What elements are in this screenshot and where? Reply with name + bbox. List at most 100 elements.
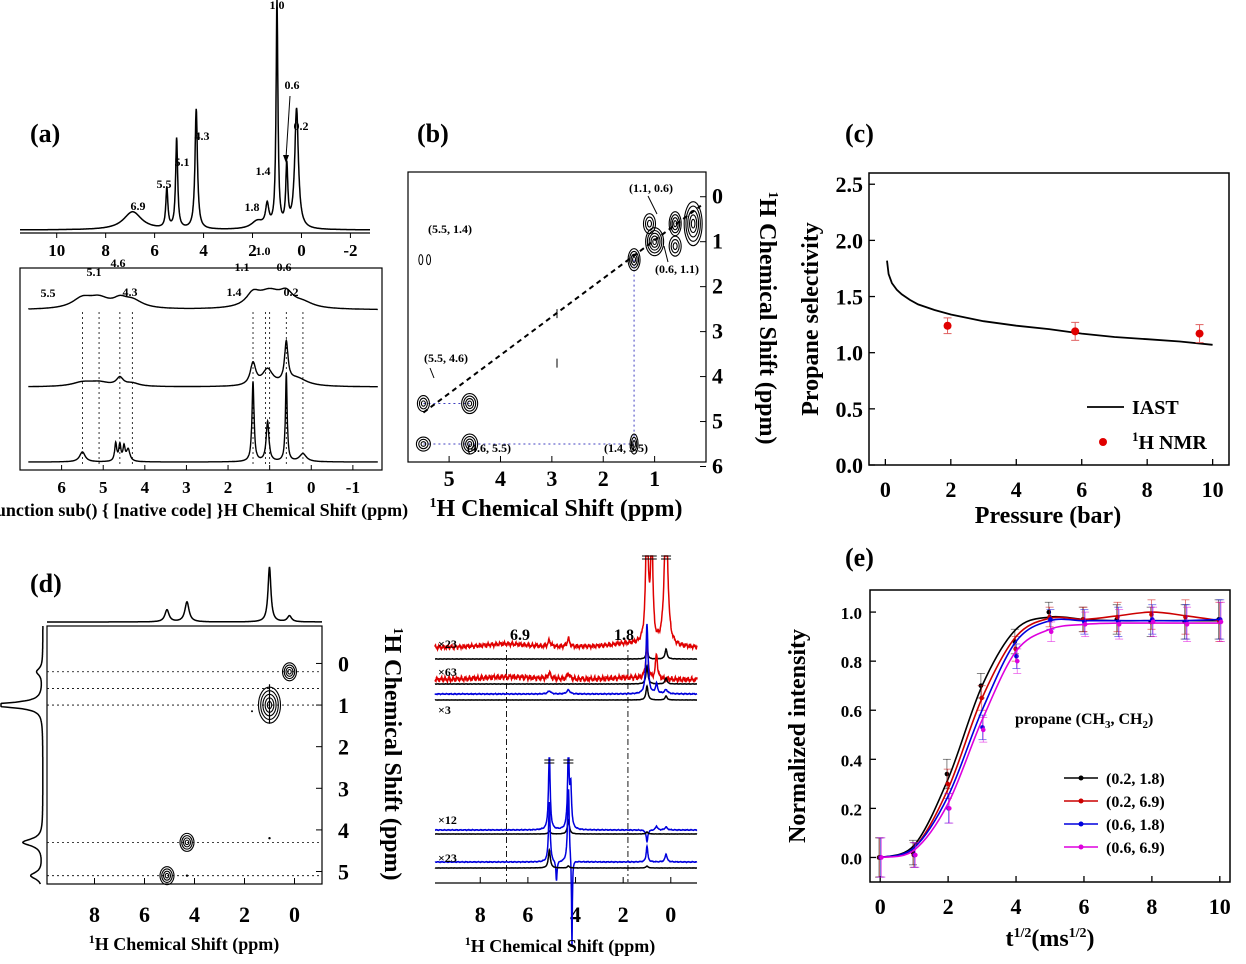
d2-tick-label: 8 bbox=[475, 902, 486, 927]
b-contour bbox=[418, 254, 424, 266]
e-legend-label: (0.2, 1.8) bbox=[1106, 771, 1165, 788]
c-x-tick-label: 4 bbox=[1011, 477, 1022, 502]
panel-c: (c) 0 2 4 6 8 10 0.0 0.5 1.0 1.5 2.0 2.5 IAST 1H NM… bbox=[798, 119, 1230, 529]
a-top-tick-label: -2 bbox=[343, 241, 357, 260]
d2-slice-blue-3 bbox=[434, 789, 698, 947]
e-point bbox=[945, 781, 951, 787]
panel-b: (b) 5 4 3 2 1 0 1 2 3 4 5 6 (1.1, 0.6) (5.5, 1.4) (0.… bbox=[407, 119, 780, 522]
d-contour bbox=[287, 668, 292, 675]
b-pointer bbox=[663, 245, 669, 263]
b-contour bbox=[420, 441, 427, 447]
slices-mark-6.9: 6.9 bbox=[510, 627, 530, 644]
panel-a-x-axis-label: 1function sub() { [native code] }H Chemi… bbox=[0, 498, 408, 521]
e-y-tick-label: 0.8 bbox=[841, 653, 862, 672]
d-contour bbox=[161, 868, 173, 883]
b-contour bbox=[644, 216, 655, 231]
e-point bbox=[1218, 619, 1224, 625]
d-y-tick-label: 5 bbox=[338, 860, 349, 885]
a-bot-tick-label: 5 bbox=[99, 478, 108, 497]
panel-e-y-axis-label: Normalized intensity bbox=[785, 629, 811, 843]
d-y-tick-label: 2 bbox=[338, 735, 349, 760]
a-top-tick-label: 4 bbox=[199, 241, 208, 260]
e-point bbox=[947, 806, 952, 811]
e-point bbox=[979, 695, 984, 701]
b-pointer bbox=[647, 195, 658, 215]
d-dot bbox=[185, 874, 189, 877]
slices-spectra bbox=[434, 555, 698, 947]
b-contour bbox=[670, 238, 680, 254]
c-y-tick-label: 2.0 bbox=[836, 228, 864, 253]
a-bottom-peak-0.2: 0.2 bbox=[284, 285, 299, 299]
panel-a-bottom-peak-labels: 5.5 5.1 4.6 4.3 1.4 1.1 1.0 0.6 0.2 bbox=[41, 244, 299, 300]
e-point bbox=[1048, 617, 1053, 622]
panel-e-x-axis-label: t1/2(ms1/2) bbox=[1005, 926, 1094, 952]
panel-a-spectrum-2 bbox=[28, 338, 378, 388]
panel-c-y-axis-label: Propane selectivity bbox=[798, 222, 824, 416]
b-y-tick-label: 5 bbox=[712, 409, 723, 434]
b-contour bbox=[673, 220, 678, 228]
a-top-peak-4.3: 4.3 bbox=[195, 129, 210, 143]
a-top-tick-label: 8 bbox=[101, 241, 110, 260]
panel-e-plot-area bbox=[874, 599, 1226, 878]
e-legend-marker bbox=[1078, 844, 1084, 850]
b-cross-peak-label: (4.6, 5.5) bbox=[467, 441, 511, 455]
c-y-tick-label: 0.0 bbox=[836, 453, 864, 478]
a-bot-tick-label: -1 bbox=[346, 478, 360, 497]
e-x-tick-label: 10 bbox=[1209, 894, 1231, 919]
b-contour bbox=[629, 433, 639, 455]
d-contour bbox=[159, 866, 175, 886]
a-bottom-peak-5.1: 5.1 bbox=[87, 265, 102, 279]
d-x-tick-label: 2 bbox=[239, 902, 250, 927]
panel-e-annotation: propane (CH3, CH2) bbox=[1015, 711, 1153, 731]
d2-slice-red-1 bbox=[434, 555, 698, 653]
e-point bbox=[944, 771, 950, 777]
d-contour bbox=[182, 837, 192, 848]
e-y-tick-label: 0.0 bbox=[841, 849, 862, 868]
d2-slice-black-2 bbox=[434, 663, 697, 686]
b-contour bbox=[652, 238, 657, 246]
b-y-tick-label: 2 bbox=[712, 274, 723, 299]
e-y-tick-label: 0.4 bbox=[841, 751, 863, 770]
a-top-peak-1.4: 1.4 bbox=[256, 164, 271, 178]
e-legend-label: (0.6, 1.8) bbox=[1106, 817, 1165, 834]
b-y-tick-label: 3 bbox=[712, 319, 723, 344]
b-contour bbox=[465, 438, 475, 450]
d-contour bbox=[181, 835, 193, 850]
a-bottom-peak-5.5: 5.5 bbox=[41, 286, 56, 300]
b-contour bbox=[670, 214, 681, 234]
b-cross-peak-label: (0.6, 1.1) bbox=[655, 262, 699, 276]
e-point bbox=[879, 855, 884, 860]
b-contour bbox=[689, 214, 698, 234]
e-y-tick-label: 0.6 bbox=[841, 702, 862, 721]
b-y-tick-label: 4 bbox=[712, 364, 723, 389]
d-dot bbox=[268, 837, 271, 840]
b-pointer bbox=[429, 367, 435, 379]
b-contour bbox=[418, 397, 428, 410]
b-y-tick-label: 6 bbox=[712, 453, 723, 478]
e-x-tick-label: 6 bbox=[1078, 894, 1089, 919]
panel-a-spectrum-1 bbox=[27, 287, 378, 311]
e-point bbox=[1116, 622, 1122, 627]
b-x-tick-label: 5 bbox=[444, 466, 455, 491]
c-x-tick-label: 2 bbox=[945, 477, 956, 502]
d-x-tick-label: 6 bbox=[139, 902, 150, 927]
a-bottom-peak-1.4: 1.4 bbox=[227, 285, 242, 299]
d2-slice-blue-2 bbox=[434, 757, 698, 844]
e-point bbox=[1014, 653, 1019, 659]
panel-d-top-projection bbox=[47, 566, 322, 623]
b-contour bbox=[646, 219, 653, 228]
b-contour bbox=[646, 229, 663, 254]
c-x-tick-label: 6 bbox=[1076, 477, 1087, 502]
a-top-peak-5.1: 5.1 bbox=[175, 155, 190, 169]
panel-a-top-spectrum bbox=[20, 0, 370, 231]
panel-d-slices: 8 6 4 2 0 1H Chemical Shift (ppm) 6.9 1.8 ×2… bbox=[434, 555, 698, 957]
d-contour bbox=[281, 662, 298, 682]
d-y-tick-label: 1 bbox=[338, 693, 349, 718]
panel-e-legend: (0.2, 1.8) (0.2, 6.9) (0.6, 1.8) (0.6, 6.9) bbox=[1064, 771, 1165, 857]
c-x-tick-label: 0 bbox=[880, 477, 891, 502]
panel-b-frame bbox=[407, 171, 707, 463]
b-contour bbox=[461, 393, 479, 415]
panel-e-frame bbox=[869, 589, 1231, 883]
